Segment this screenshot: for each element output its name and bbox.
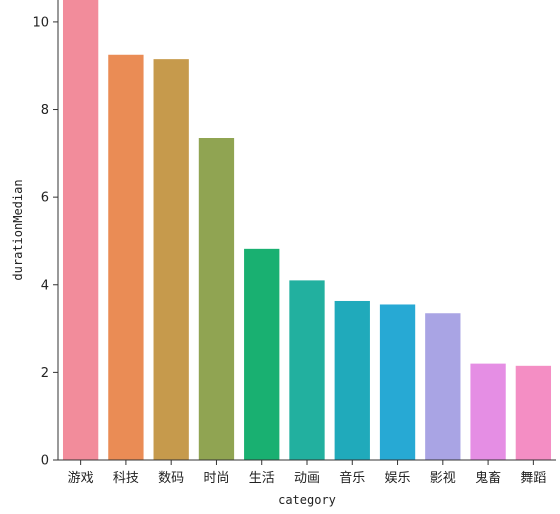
y-tick-label: 10 [32,15,49,30]
x-tick-label: 娱乐 [385,471,411,486]
bar-4 [198,138,235,460]
x-axis-title: category [278,493,336,507]
x-tick-label: 时尚 [203,471,229,486]
x-tick-label: 数码 [158,471,184,486]
x-tick-label: 游戏 [68,471,94,486]
x-tick-label: 舞蹈 [520,471,546,486]
x-tick-label: 动画 [294,471,320,486]
axes-layer: 游戏 科技 数码 时尚 生活 动画 音乐 娱乐 影视 鬼畜 舞蹈 0 2 4 6 8 10 [32,0,556,486]
bar-3 [153,59,189,460]
y-tick-label: 0 [41,454,49,469]
x-tick-label: 生活 [249,471,275,486]
x-tick-label: 科技 [113,471,139,486]
bar-1 [62,0,99,460]
bar-2 [108,54,144,460]
x-tick-label: 影视 [430,471,456,486]
y-tick-label: 8 [41,103,49,118]
bar-7 [334,300,370,460]
y-tick-label: 4 [41,278,49,293]
x-tick-label: 鬼畜 [475,470,501,486]
x-tick-label: 音乐 [339,470,365,486]
bar-6 [289,280,325,460]
bars-layer [62,0,552,460]
y-axis-title: durationMedian [11,179,25,280]
bar-8 [379,304,416,460]
bar-11 [515,365,552,460]
bar-10 [470,363,506,460]
y-tick-label: 2 [41,366,49,381]
bar-9 [425,313,461,460]
y-tick-label: 6 [41,191,49,206]
bar-5 [244,248,280,460]
